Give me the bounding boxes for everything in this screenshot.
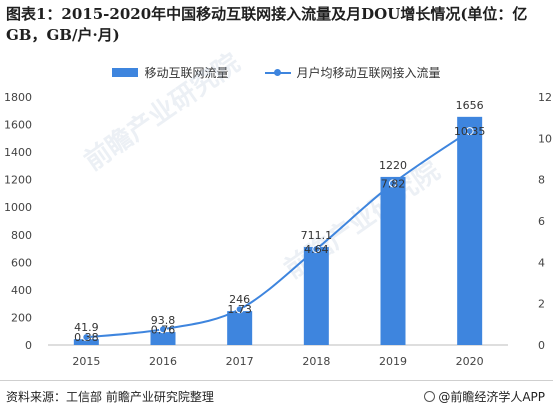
bar	[380, 176, 406, 345]
brand-text: @前瞻经济学人APP	[438, 390, 545, 404]
chart-legend: 移动互联网流量 月户均移动互联网接入流量	[0, 64, 553, 80]
y-left-tick-label: 800	[11, 229, 32, 242]
y-left-tick-label: 1000	[4, 201, 32, 214]
bar	[457, 116, 483, 345]
x-tick-label: 2018	[302, 355, 330, 368]
y-right-tick-label: 0	[538, 339, 545, 352]
combo-chart: 0200400600800100012001400160018000246810…	[4, 91, 552, 368]
x-tick-label: 2015	[72, 355, 100, 368]
bar	[150, 332, 176, 345]
bar-data-label: 1220	[379, 159, 407, 172]
y-right-tick-label: 6	[538, 215, 545, 228]
bar-data-label: 41.9	[74, 321, 99, 334]
y-right-tick-label: 12	[538, 91, 552, 104]
line-point	[82, 333, 91, 342]
y-left-tick-label: 600	[11, 256, 32, 269]
line-data-label: 10.35	[454, 125, 486, 138]
line-point	[235, 305, 244, 314]
y-left-tick-label: 1400	[4, 146, 32, 159]
chart-title: 图表1：2015-2020年中国移动互联网接入流量及月DOU增长情况(单位：亿G…	[6, 5, 528, 44]
legend-item-line: 月户均移动互联网接入流量	[264, 64, 441, 81]
x-tick-label: 2017	[226, 355, 254, 368]
bar-data-label: 1656	[456, 99, 484, 112]
brand-logo-icon	[424, 391, 436, 402]
line-point	[312, 245, 321, 254]
line-point	[465, 127, 474, 136]
legend-item-bar: 移动互联网流量	[112, 64, 229, 81]
y-left-tick-label: 1600	[4, 119, 32, 132]
source-note: 资料来源：工信部 前瞻产业研究院整理	[6, 390, 214, 404]
x-tick-label: 2020	[456, 355, 484, 368]
y-right-tick-label: 4	[538, 256, 545, 269]
line-data-label: 0.38	[74, 331, 99, 344]
line-point	[159, 325, 167, 334]
y-left-tick-label: 1200	[4, 174, 32, 187]
line-data-label: 0.76	[151, 323, 176, 336]
legend-bar-swatch	[112, 67, 139, 77]
line-data-label: 7.82	[381, 177, 406, 190]
bar	[227, 311, 253, 345]
bar	[303, 247, 329, 345]
bar	[73, 339, 99, 345]
line-data-label: 4.64	[304, 243, 329, 256]
series-line	[86, 130, 471, 339]
y-right-tick-label: 10	[538, 132, 552, 145]
y-right-tick-label: 2	[538, 298, 545, 311]
bar-data-label: 93.8	[151, 314, 176, 327]
legend-bar-label: 移动互联网流量	[144, 65, 229, 80]
x-tick-label: 2016	[149, 355, 177, 368]
legend-line-label: 月户均移动互联网接入流量	[296, 65, 441, 80]
y-left-tick-label: 200	[11, 311, 32, 324]
footer-divider	[0, 380, 553, 381]
y-right-tick-label: 8	[538, 174, 545, 187]
x-tick-label: 2019	[379, 355, 407, 368]
bar-data-label: 246	[229, 293, 250, 306]
y-left-tick-label: 0	[25, 339, 32, 352]
bar-data-label: 711.1	[301, 229, 333, 242]
line-data-label: 1.73	[227, 303, 252, 316]
line-point	[389, 179, 397, 188]
y-left-tick-label: 1800	[4, 91, 32, 104]
y-left-tick-label: 400	[11, 284, 32, 297]
legend-line-swatch	[264, 68, 291, 77]
brand-credit: @前瞻经济学人APP	[424, 388, 545, 405]
